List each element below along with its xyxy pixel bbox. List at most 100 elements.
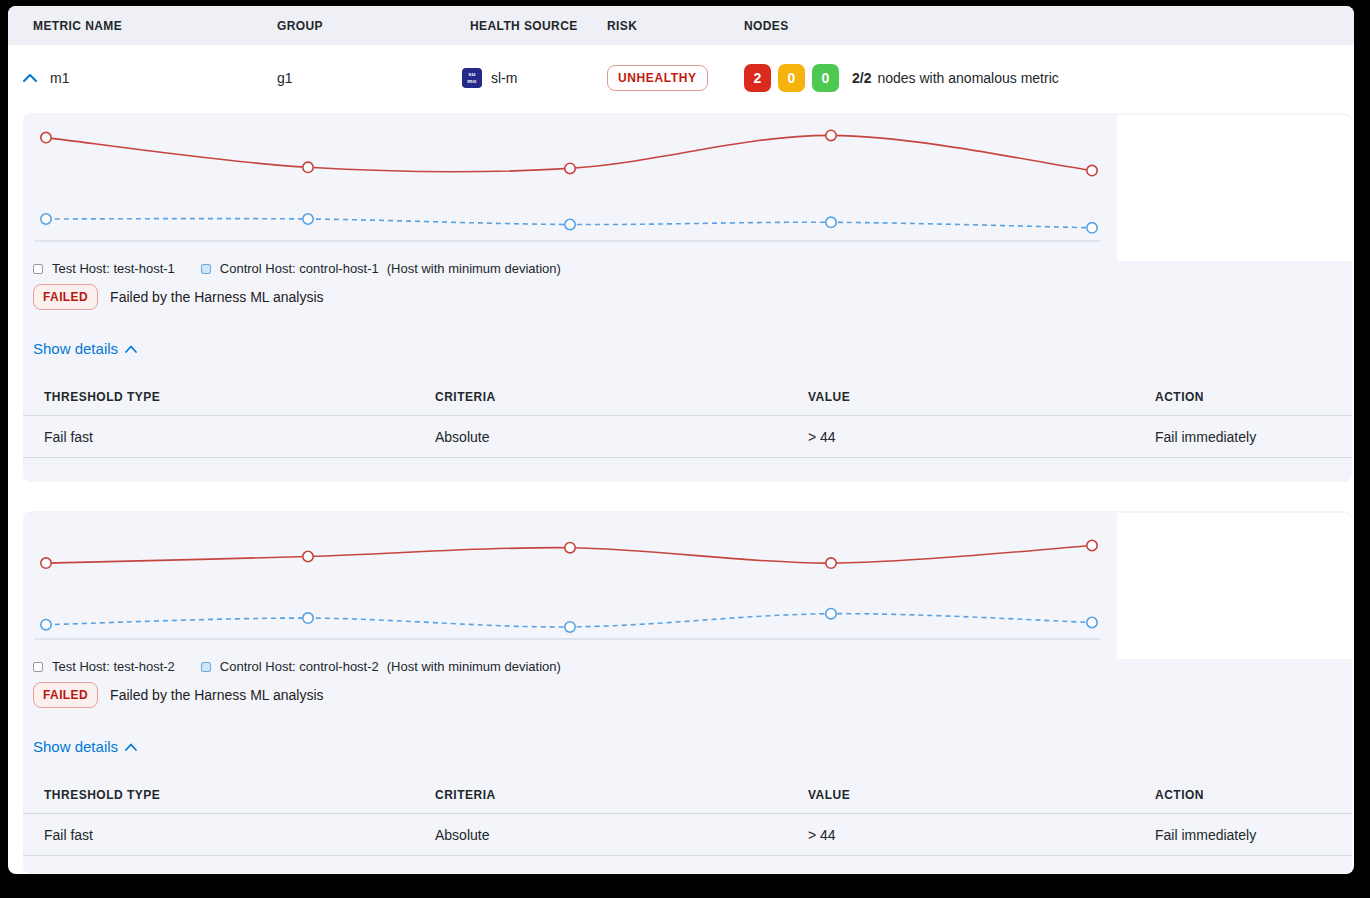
host-analysis-card-2: Test Host: test-host-2 Control Host: con… <box>23 511 1352 874</box>
show-details-toggle[interactable]: Show details <box>33 340 137 357</box>
chart-data-point <box>303 162 313 172</box>
chevron-up-icon <box>23 73 37 83</box>
analysis-status-row: FAILED Failed by the Harness ML analysis <box>33 284 1352 310</box>
chart-data-point <box>41 214 51 224</box>
header-criteria: CRITERIA <box>435 390 808 404</box>
show-details-label: Show details <box>33 738 118 755</box>
action-value: Fail immediately <box>1155 429 1352 445</box>
test-host-legend-label: Test Host: test-host-2 <box>52 659 175 674</box>
details-table-header: THRESHOLD TYPE CRITERIA VALUE ACTION <box>23 776 1352 814</box>
chevron-up-icon <box>125 345 137 353</box>
host-analysis-card-1: Test Host: test-host-1 Control Host: con… <box>23 113 1352 482</box>
chart-data-point <box>826 609 836 619</box>
header-action: ACTION <box>1155 390 1352 404</box>
legend-test-host[interactable]: Test Host: test-host-2 <box>33 659 175 674</box>
test-host-legend-label: Test Host: test-host-1 <box>52 261 175 276</box>
show-details-toggle[interactable]: Show details <box>33 738 137 755</box>
control-host-legend-swatch-icon <box>201 264 211 274</box>
chart-data-point <box>303 551 313 561</box>
anomalous-nodes-badge: 2 <box>744 64 771 92</box>
failed-status-badge: FAILED <box>33 682 98 708</box>
control-host-legend-label: Control Host: control-host-2 <box>220 659 379 674</box>
risk-badge-unhealthy: UNHEALTHY <box>607 65 708 91</box>
health-source-cell: su mo sl-m <box>462 68 607 88</box>
nodes-summary-text: nodes with anomalous metric <box>877 70 1058 86</box>
chart-data-point <box>1087 540 1097 550</box>
legend-control-host[interactable]: Control Host: control-host-2 (Host with … <box>201 659 561 674</box>
column-header-group: GROUP <box>277 19 470 33</box>
chart-data-point <box>1087 165 1097 175</box>
metric-row: m1 g1 su mo sl-m UNHEALTHY 2 0 0 2/2 node… <box>8 45 1354 111</box>
chart-data-point <box>565 163 575 173</box>
chart-data-point <box>565 543 575 553</box>
nodes-cell: 2 0 0 2/2 nodes with anomalous metric <box>744 64 1354 92</box>
test-host-legend-swatch-icon <box>33 264 43 274</box>
chevron-up-icon <box>125 743 137 751</box>
threshold-details-table: THRESHOLD TYPE CRITERIA VALUE ACTION Fai… <box>23 378 1352 458</box>
chart-data-point <box>41 620 51 630</box>
analysis-status-message: Failed by the Harness ML analysis <box>110 687 323 703</box>
chart-data-point <box>1087 617 1097 627</box>
test-host-legend-swatch-icon <box>33 662 43 672</box>
chart-data-point <box>826 558 836 568</box>
sumo-icon-text-top: su <box>468 71 476 78</box>
column-header-metric-name: METRIC NAME <box>33 19 277 33</box>
metric-name: m1 <box>50 70 69 86</box>
nodes-summary: 2/2 nodes with anomalous metric <box>852 70 1059 86</box>
chart-data-point <box>41 558 51 568</box>
chart-data-point <box>826 217 836 227</box>
metrics-table-header: METRIC NAME GROUP HEALTH SOURCE RISK NOD… <box>8 6 1354 45</box>
chart-data-point <box>303 613 313 623</box>
chart-data-point <box>41 132 51 142</box>
action-value: Fail immediately <box>1155 827 1352 843</box>
table-row: Fail fast Absolute > 44 Fail immediately <box>23 814 1352 856</box>
metrics-analysis-panel: METRIC NAME GROUP HEALTH SOURCE RISK NOD… <box>8 6 1354 874</box>
column-header-health-source: HEALTH SOURCE <box>470 19 607 33</box>
header-action: ACTION <box>1155 788 1352 802</box>
nodes-summary-count: 2/2 <box>852 70 871 86</box>
column-header-nodes: NODES <box>744 19 1354 33</box>
host-comparison-chart-2[interactable] <box>23 511 1117 643</box>
chart-legend-1: Test Host: test-host-1 Control Host: con… <box>33 261 1352 276</box>
header-threshold-type: THRESHOLD TYPE <box>44 390 435 404</box>
sumo-icon-text-bottom: mo <box>467 78 477 85</box>
details-table-header: THRESHOLD TYPE CRITERIA VALUE ACTION <box>23 378 1352 416</box>
header-criteria: CRITERIA <box>435 788 808 802</box>
threshold-details-table: THRESHOLD TYPE CRITERIA VALUE ACTION Fai… <box>23 776 1352 856</box>
legend-test-host[interactable]: Test Host: test-host-1 <box>33 261 175 276</box>
chart-data-point <box>826 130 836 140</box>
control-host-legend-label: Control Host: control-host-1 <box>220 261 379 276</box>
chart-empty-area <box>1117 115 1352 261</box>
chart-empty-area <box>1117 513 1352 659</box>
minimum-deviation-note: (Host with minimum deviation) <box>387 261 561 276</box>
show-details-label: Show details <box>33 340 118 357</box>
column-header-risk: RISK <box>607 19 744 33</box>
threshold-type-value: Fail fast <box>44 827 435 843</box>
header-threshold-type: THRESHOLD TYPE <box>44 788 435 802</box>
risk-cell: UNHEALTHY <box>607 65 744 91</box>
host-comparison-chart-1[interactable] <box>23 113 1117 245</box>
criteria-value: Absolute <box>435 429 808 445</box>
header-value: VALUE <box>808 390 1155 404</box>
failed-status-badge: FAILED <box>33 284 98 310</box>
chart-legend-2: Test Host: test-host-2 Control Host: con… <box>33 659 1352 674</box>
chart-data-point <box>303 214 313 224</box>
threshold-type-value: Fail fast <box>44 429 435 445</box>
collapse-row-button[interactable] <box>23 73 37 83</box>
chart-data-point <box>565 622 575 632</box>
minimum-deviation-note: (Host with minimum deviation) <box>387 659 561 674</box>
value-value: > 44 <box>808 827 1155 843</box>
value-value: > 44 <box>808 429 1155 445</box>
health-source-name: sl-m <box>491 70 517 86</box>
criteria-value: Absolute <box>435 827 808 843</box>
control-host-legend-swatch-icon <box>201 662 211 672</box>
chart-data-point <box>565 219 575 229</box>
metric-name-cell: m1 <box>23 70 277 86</box>
sumo-logic-icon: su mo <box>462 68 482 88</box>
chart-data-point <box>1087 223 1097 233</box>
legend-control-host[interactable]: Control Host: control-host-1 (Host with … <box>201 261 561 276</box>
analysis-status-row: FAILED Failed by the Harness ML analysis <box>33 682 1352 708</box>
healthy-nodes-badge: 0 <box>812 64 839 92</box>
warning-nodes-badge: 0 <box>778 64 805 92</box>
group-cell: g1 <box>277 70 462 86</box>
